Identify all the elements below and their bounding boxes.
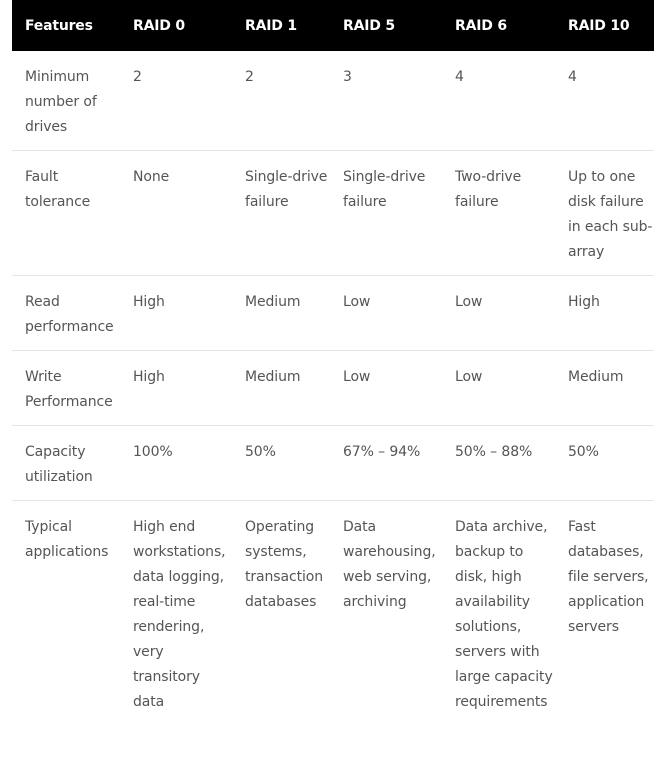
table-cell: Data archive, backup to disk, high avail… xyxy=(455,519,553,710)
table-cell: 50% xyxy=(234,425,332,501)
table-cell: 67% – 94% xyxy=(332,425,444,501)
table-header-row: Features RAID 0 RAID 1 RAID 5 RAID 6 RAI… xyxy=(12,0,654,51)
table-row-minimum-drives: Minimum number of drives 2 2 3 4 4 xyxy=(12,51,654,151)
table-cell: High end workstations, data logging, rea… xyxy=(133,519,226,710)
table-cell: Data warehousing, web serving, archiving xyxy=(343,519,436,610)
raid-comparison-table: Features RAID 0 RAID 1 RAID 5 RAID 6 RAI… xyxy=(12,0,654,725)
table-cell: Low xyxy=(444,350,557,426)
table-cell: 2 xyxy=(234,51,332,151)
table-header: Features RAID 0 RAID 1 RAID 5 RAID 6 RAI… xyxy=(12,0,654,51)
table-cell: Low xyxy=(444,275,557,351)
table-row-write-performance: Write Performance High Medium Low Low Me… xyxy=(12,350,654,426)
table-cell: None xyxy=(122,150,234,276)
table-cell: Low xyxy=(332,275,444,351)
table-cell: 4 xyxy=(557,51,654,151)
table-cell: Two-drive failure xyxy=(444,150,557,276)
table-cell: Medium xyxy=(557,350,654,426)
row-label: Read performance xyxy=(12,275,122,351)
column-header-features: Features xyxy=(25,17,93,34)
row-label: Fault tolerance xyxy=(12,150,122,276)
row-label: Minimum number of drives xyxy=(12,51,122,151)
table-cell: Medium xyxy=(234,275,332,351)
table-cell: Operating systems, transaction databases xyxy=(245,519,323,610)
table-cell: Fast databases, file servers, applicatio… xyxy=(568,519,649,635)
row-label: Write Performance xyxy=(12,350,122,426)
table-cell: 50% – 88% xyxy=(444,425,557,501)
table-row-fault-tolerance: Fault tolerance None Single-drive failur… xyxy=(12,150,654,276)
table-cell: High xyxy=(122,350,234,426)
table-cell: 100% xyxy=(122,425,234,501)
column-header-raid-6: RAID 6 xyxy=(455,17,507,34)
table-row-typical-applications: Typical applications High end workstatio… xyxy=(12,501,654,726)
table-cell: Up to one disk failure in each sub-array xyxy=(557,150,654,276)
table-row-read-performance: Read performance High Medium Low Low Hig… xyxy=(12,275,654,351)
table-cell: 50% xyxy=(557,425,654,501)
table-cell: Medium xyxy=(234,350,332,426)
table-cell: Single-drive failure xyxy=(332,150,444,276)
raid-comparison-table-container: Features RAID 0 RAID 1 RAID 5 RAID 6 RAI… xyxy=(12,0,654,725)
table-cell: Low xyxy=(332,350,444,426)
row-label: Capacity utilization xyxy=(12,425,122,501)
column-header-raid-0: RAID 0 xyxy=(133,17,185,34)
column-header-raid-1: RAID 1 xyxy=(245,17,297,34)
table-cell: High xyxy=(122,275,234,351)
column-header-raid-10: RAID 10 xyxy=(568,17,630,34)
column-header-raid-5: RAID 5 xyxy=(343,17,395,34)
table-row-capacity-utilization: Capacity utilization 100% 50% 67% – 94% … xyxy=(12,425,654,501)
table-cell: 2 xyxy=(122,51,234,151)
table-body: Minimum number of drives 2 2 3 4 4 Fault… xyxy=(12,51,654,725)
table-cell: High xyxy=(557,275,654,351)
row-label: Typical applications xyxy=(25,519,109,560)
table-cell: 3 xyxy=(332,51,444,151)
table-cell: Single-drive failure xyxy=(234,150,332,276)
table-cell: 4 xyxy=(444,51,557,151)
